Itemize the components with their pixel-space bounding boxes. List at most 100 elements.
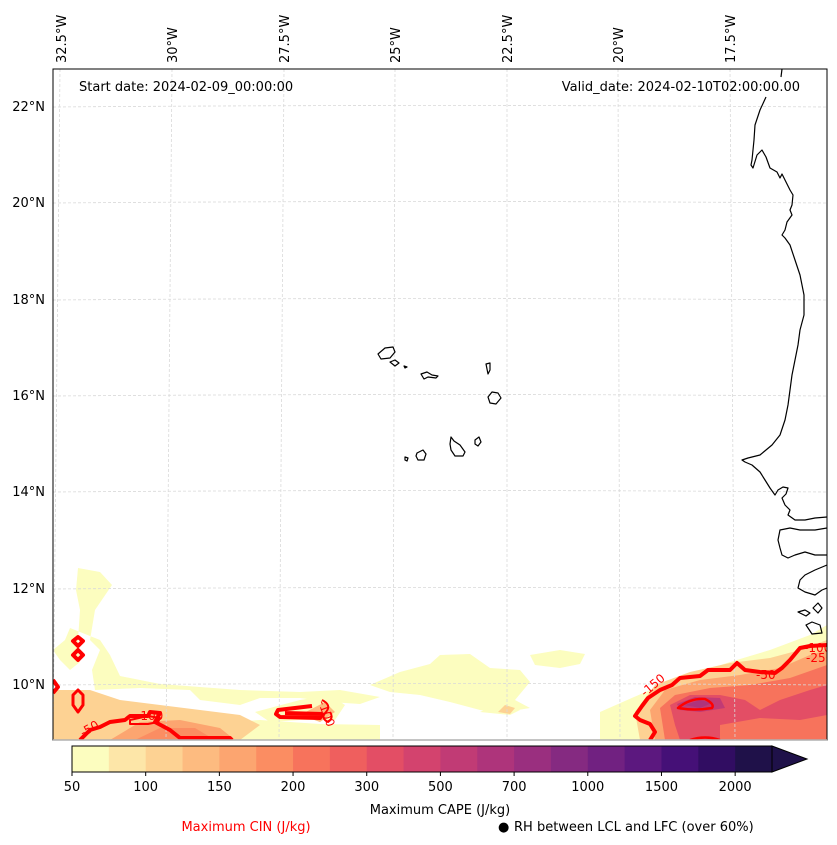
gridline-lon-20 <box>617 69 621 740</box>
cin-contour-east <box>633 643 827 740</box>
colorbar-segment <box>329 746 368 772</box>
colorbar-tick-label: 500 <box>428 780 453 795</box>
map-panel: -50 -100 -100 -150 -50 -100 -250 Start d… <box>52 68 833 741</box>
lat-label: 14°N <box>12 485 45 500</box>
colorbar-segments <box>72 746 773 772</box>
lon-label: 25°W <box>389 27 404 63</box>
gridline-lat-12 <box>53 587 827 590</box>
cin-contour-middle-loops <box>321 699 333 723</box>
coastlines <box>377 69 827 635</box>
graticule <box>53 69 827 740</box>
cin-label-6: -100 <box>804 641 831 655</box>
colorbar-segment <box>256 746 294 772</box>
colorbar-tick-label: 1000 <box>571 780 604 795</box>
gridline-lat-20 <box>53 201 827 204</box>
gridline-lon-25 <box>392 69 396 740</box>
colorbar-segment <box>182 746 220 772</box>
colorbar-segment <box>72 746 110 772</box>
cin-contour-southwest-inner <box>129 715 161 725</box>
island-santo-antao <box>377 346 396 360</box>
gridline-lon-17-5 <box>729 69 736 740</box>
cape-colorbar: 50 100 150 200 300 500 700 1000 1500 2000 Maximum… <box>64 745 809 818</box>
cin-contours: -50 -100 -100 -150 -50 -100 -250 <box>53 635 833 740</box>
island-bijagos-2 <box>812 602 823 614</box>
colorbar-tick-label: 150 <box>207 780 232 795</box>
valid-date-label: Valid_date: 2024-02-10T02:00:00.00 <box>562 80 800 95</box>
colorbar-segment <box>145 746 184 772</box>
lat-label: 16°N <box>12 389 45 404</box>
colorbar-segment <box>550 746 589 772</box>
colorbar-segment <box>698 746 736 772</box>
colorbar-segment <box>587 746 626 772</box>
cin-contour-southwest <box>78 710 234 740</box>
colorbar-segment <box>514 746 552 772</box>
colorbar-segment <box>366 746 405 772</box>
lon-label: 30°W <box>166 27 181 63</box>
island-fogo <box>415 449 427 461</box>
coastline-africa <box>741 69 827 596</box>
island-sao-nicolau <box>420 371 439 380</box>
cin-contour-east-inner <box>676 697 714 711</box>
colorbar-tick-label: 50 <box>64 780 81 795</box>
island-sao-vicente <box>389 359 400 367</box>
island-sal <box>485 362 491 375</box>
colorbar-tick-label: 1500 <box>645 780 678 795</box>
cape-region-middle-2 <box>530 650 585 668</box>
cape-region-middle-orange <box>498 705 515 714</box>
colorbar-segment <box>403 746 441 772</box>
start-date-label: Start date: 2024-02-09_00:00:00 <box>79 80 293 95</box>
gridline-lat-10 <box>53 683 827 686</box>
rh-legend-label: RH between LCL and LFC (over 60%) <box>514 820 754 835</box>
colorbar-segment <box>219 746 257 772</box>
colorbar-title: Maximum CAPE (J/kg) <box>370 803 510 818</box>
lon-label: 27.5°W <box>278 15 293 63</box>
cin-contour-west-diamond-1 <box>71 635 85 648</box>
cin-contour-middle <box>274 704 324 720</box>
island-brava <box>404 456 409 462</box>
colorbar-tick-label: 300 <box>354 780 379 795</box>
colorbar-segment <box>735 746 773 772</box>
cape-region-west <box>53 568 380 740</box>
colorbar-extend-arrow <box>771 745 809 773</box>
longitude-labels: 32.5°W 30°W 27.5°W 25°W 22.5°W 20°W 17.5… <box>55 15 739 63</box>
colorbar-tick-label: 100 <box>133 780 158 795</box>
island-boa-vista <box>487 391 502 405</box>
cin-label-7: -250 <box>806 651 833 665</box>
cape-region-east-6 <box>685 700 712 708</box>
lat-label: 20°N <box>12 196 45 211</box>
cin-label-2: -100 <box>136 709 163 723</box>
gridline-lat-14 <box>53 490 827 493</box>
island-bijagos-1 <box>797 609 811 617</box>
lat-label: 22°N <box>12 100 45 115</box>
latitude-labels: 22°N 20°N 18°N 16°N 14°N 12°N 10°N <box>12 100 45 693</box>
colorbar-tick-label: 2000 <box>719 780 752 795</box>
rh-legend-marker: ● <box>498 820 509 835</box>
lat-label: 12°N <box>12 582 45 597</box>
gridline-lon-27-5 <box>278 69 285 740</box>
gridline-lat-16 <box>53 394 827 397</box>
colorbar-ticks: 50 100 150 200 300 500 700 1000 1500 2000 <box>64 772 752 795</box>
lat-label: 18°N <box>12 293 45 308</box>
island-maio <box>474 436 482 447</box>
colorbar-segment <box>624 746 662 772</box>
gridline-lon-32-5 <box>53 69 61 740</box>
cin-label-5: -50 <box>756 668 776 682</box>
colorbar-tick-label: 200 <box>281 780 306 795</box>
map-background <box>53 69 827 740</box>
gridline-lat-22 <box>53 105 827 108</box>
lon-label: 22.5°W <box>501 15 516 63</box>
colorbar-frame <box>71 745 773 773</box>
island-santa-luzia <box>403 365 408 369</box>
cape-region-east-7 <box>720 715 827 740</box>
island-santiago <box>449 436 466 457</box>
lon-label: 20°W <box>612 27 627 63</box>
cin-contour-west-diamond-3 <box>53 678 60 695</box>
colorbar-segment <box>661 746 699 772</box>
gridline-lat-18 <box>53 298 827 301</box>
island-bijagos-3 <box>805 621 823 635</box>
colorbar-tick-label: 700 <box>502 780 527 795</box>
cin-contour-west-diamond-2 <box>71 648 85 662</box>
lon-label: 17.5°W <box>724 15 739 63</box>
colorbar-segment <box>440 746 478 772</box>
